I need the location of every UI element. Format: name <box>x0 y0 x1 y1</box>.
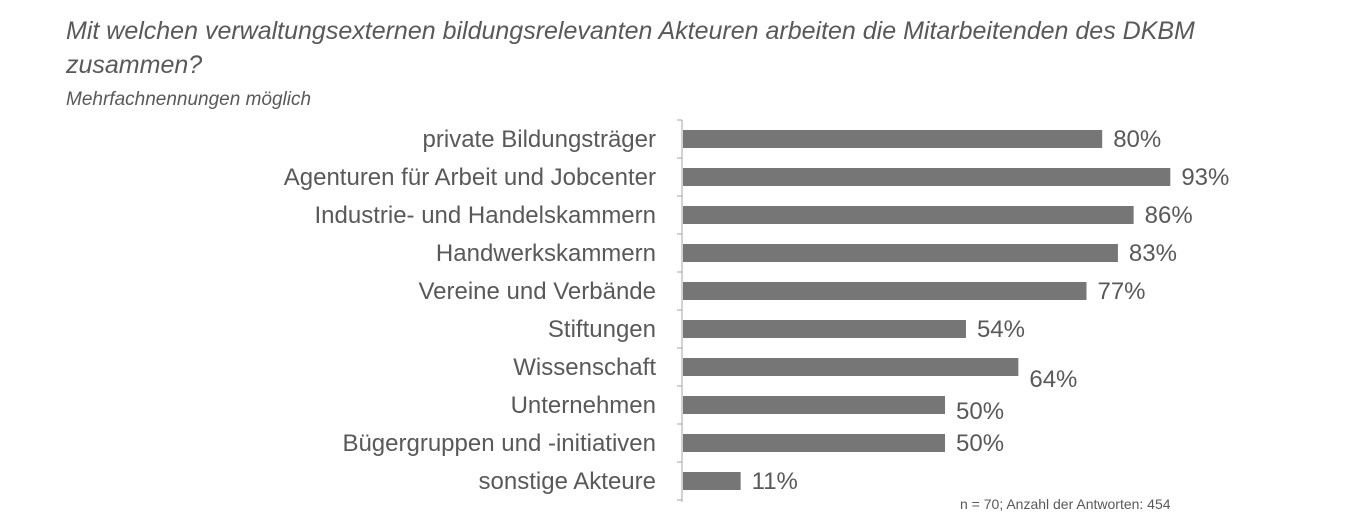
data-label: 11% <box>752 468 798 495</box>
chart-title: Mit welchen verwaltungsexternen bildungs… <box>66 17 1195 79</box>
bar <box>683 130 1103 148</box>
bar <box>683 206 1134 224</box>
bar <box>683 434 945 452</box>
category-label: sonstige Akteure <box>479 468 656 495</box>
category-label: Handwerkskammern <box>436 240 656 267</box>
chart-footnote: n = 70; Anzahl der Antworten: 454 <box>960 496 1171 512</box>
data-label: 83% <box>1129 240 1177 267</box>
category-label: Wissenschaft <box>513 354 656 381</box>
category-label: Agenturen für Arbeit und Jobcenter <box>284 164 656 191</box>
bar <box>683 244 1118 262</box>
data-label: 50% <box>956 398 1004 425</box>
bar <box>683 168 1171 186</box>
bar <box>683 472 741 490</box>
data-label: 50% <box>956 430 1004 457</box>
data-label: 86% <box>1145 202 1193 229</box>
bar <box>683 358 1019 376</box>
chart-subtitle: Mehrfachnennungen möglich <box>66 89 312 110</box>
category-label: Vereine und Verbände <box>418 278 656 305</box>
bar <box>683 396 945 414</box>
data-label: 64% <box>1029 366 1077 393</box>
category-label: private Bildungsträger <box>423 126 656 153</box>
category-label: Bügergruppen und -initiativen <box>342 430 656 457</box>
data-label: 77% <box>1097 278 1145 305</box>
bar <box>683 320 966 338</box>
data-label: 80% <box>1113 126 1161 153</box>
data-label: 54% <box>977 316 1025 343</box>
category-label: Stiftungen <box>548 316 656 343</box>
category-label: Unternehmen <box>511 392 656 419</box>
category-label: Industrie- und Handelskammern <box>315 202 657 229</box>
data-label: 93% <box>1181 164 1229 191</box>
bar <box>683 282 1087 300</box>
